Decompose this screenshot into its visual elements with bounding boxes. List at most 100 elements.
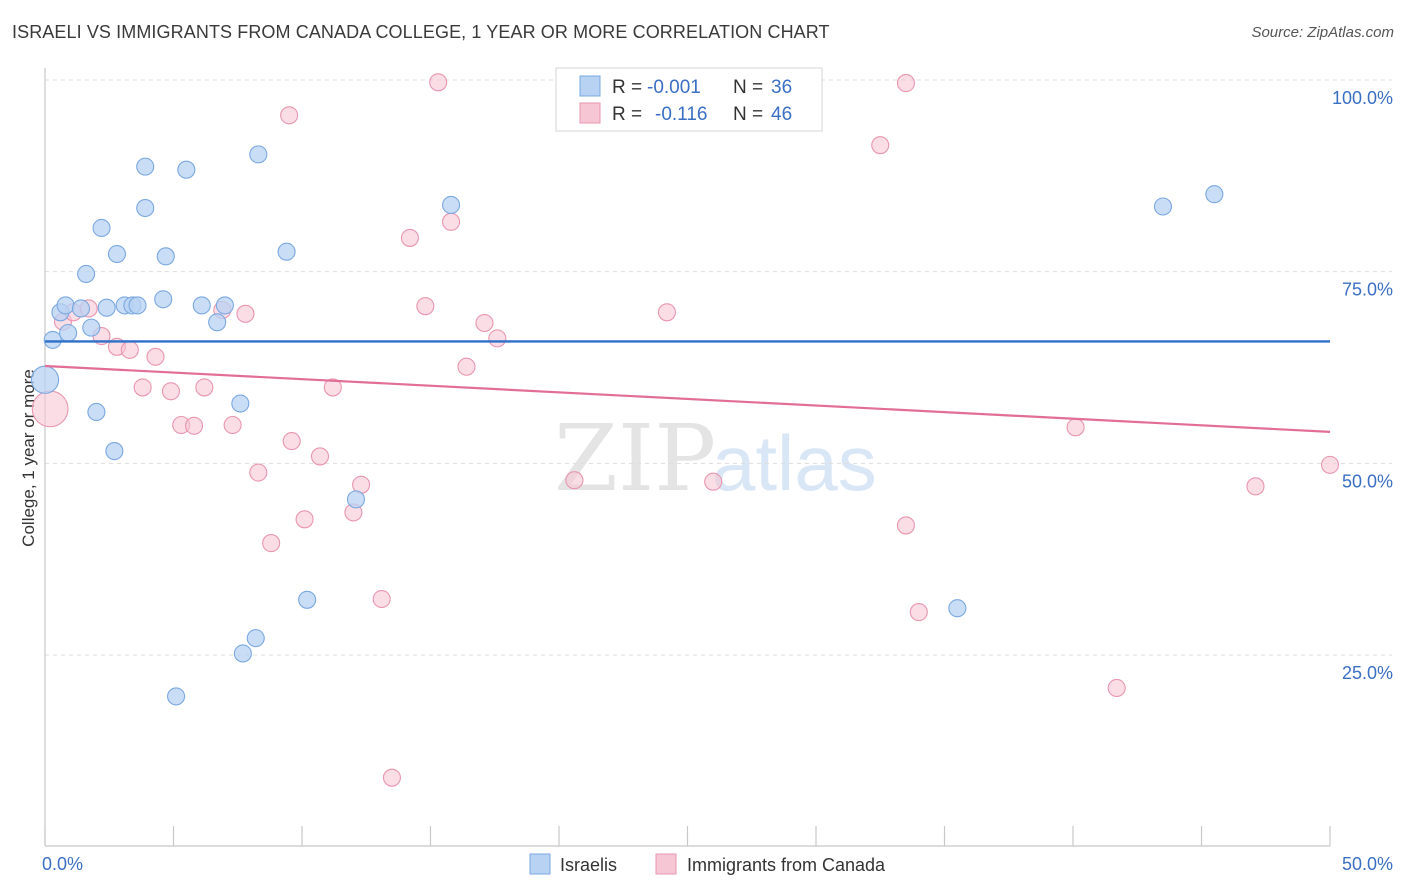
- israelis-point: [82, 318, 101, 337]
- immigrants-from-canada-point: [657, 303, 676, 322]
- immigrants-from-canada-point: [262, 534, 281, 553]
- series-legend-swatch-israelis: [529, 853, 551, 875]
- y-tick-labels: 25.0% 50.0% 75.0% 100.0%: [1332, 88, 1393, 683]
- immigrants-from-canada-point: [223, 415, 242, 435]
- immigrants-from-canada-point: [1107, 678, 1126, 698]
- immigrants-from-canada-point: [442, 212, 461, 231]
- israelis-point: [192, 296, 211, 315]
- israelis-point: [30, 365, 60, 394]
- israelis-point: [298, 590, 317, 609]
- y-tick-label: 75.0%: [1342, 280, 1393, 300]
- immigrants-from-canada-point: [372, 589, 391, 609]
- immigrants-from-canada-point: [1320, 455, 1340, 474]
- israelis-point: [1205, 185, 1224, 204]
- israelis-point: [77, 264, 96, 284]
- immigrants-from-canada-point: [896, 516, 916, 535]
- immigrants-from-canada-point: [475, 313, 494, 333]
- immigrants-from-canada-point: [457, 357, 476, 376]
- immigrants-from-canada-point: [120, 340, 139, 359]
- series-legend-swatch-immigrants: [655, 853, 677, 875]
- legend-r-label-immigrants: R =: [612, 104, 642, 125]
- immigrants-from-canada-point: [295, 510, 314, 529]
- israelis-point: [43, 330, 62, 349]
- israelis-point: [948, 599, 967, 618]
- legend-n-label-israelis: N =: [733, 77, 763, 98]
- chart-title: ISRAELI VS IMMIGRANTS FROM CANADA COLLEG…: [12, 22, 830, 42]
- immigrants-from-canada-point: [704, 472, 723, 491]
- immigrants-from-canada-point: [195, 378, 214, 397]
- immigrants-from-canada-point: [416, 297, 435, 316]
- y-axis-label: College, 1 year or more: [19, 369, 38, 547]
- immigrants-from-canada-point: [565, 471, 584, 490]
- immigrants-from-canada-point: [323, 378, 342, 397]
- immigrants-from-canada-point: [1246, 477, 1265, 496]
- legend-n-value-israelis: 36: [771, 77, 792, 98]
- israelis-point: [87, 402, 106, 422]
- israelis-point: [277, 242, 296, 261]
- israelis-point: [59, 323, 78, 343]
- immigrants-from-canada-point: [280, 106, 299, 125]
- legend-r-value-immigrants: -0.116: [655, 104, 707, 125]
- watermark: ZIP atlas: [554, 405, 877, 512]
- series-israelis-points: [30, 145, 1224, 706]
- immigrants-from-canada-point: [488, 329, 507, 348]
- israelis-point: [92, 218, 111, 238]
- israelis-point: [249, 145, 268, 164]
- gridlines: [45, 79, 1392, 656]
- x-tick-label-min: 0.0%: [42, 854, 83, 874]
- immigrants-from-canada-point: [896, 74, 916, 93]
- israelis-point: [136, 198, 155, 218]
- israelis-point: [156, 247, 175, 266]
- legend-swatch-israelis: [579, 75, 601, 97]
- immigrants-from-canada-point: [382, 768, 402, 787]
- legend-r-value-israelis: -0.001: [647, 77, 701, 98]
- immigrants-from-canada-point: [282, 432, 301, 451]
- immigrants-from-canada-point: [871, 136, 890, 155]
- series-legend-label-immigrants: Immigrants from Canada: [687, 855, 886, 875]
- israelis-point: [154, 290, 173, 309]
- israelis-point: [167, 687, 186, 706]
- israelis-point: [71, 299, 91, 318]
- legend-swatch-immigrants: [579, 102, 601, 124]
- immigrants-from-canada-point: [31, 390, 69, 428]
- israelis-point: [97, 298, 116, 317]
- immigrants-from-canada-point: [161, 382, 180, 401]
- immigrants-from-canada-point: [1066, 418, 1085, 437]
- immigrants-from-canada-trend-line: [44, 364, 1331, 433]
- immigrants-from-canada-point: [133, 378, 152, 397]
- israelis-point: [231, 394, 250, 413]
- immigrants-from-canada-point: [146, 347, 165, 366]
- correlation-legend: R = -0.001 N = 36 R = -0.116 N = 46: [555, 67, 823, 132]
- immigrants-from-canada-point: [249, 463, 268, 482]
- israelis-point: [128, 296, 147, 315]
- watermark-atlas: atlas: [712, 419, 877, 507]
- y-tick-label: 25.0%: [1342, 663, 1393, 683]
- immigrants-from-canada-point: [236, 304, 255, 323]
- legend-n-value-immigrants: 46: [771, 104, 792, 125]
- immigrants-from-canada-point: [429, 73, 448, 92]
- israelis-point: [215, 296, 234, 315]
- israelis-point: [56, 296, 75, 315]
- immigrants-from-canada-point: [400, 228, 419, 247]
- immigrants-from-canada-point: [310, 447, 330, 466]
- israelis-point: [246, 629, 265, 648]
- israelis-point: [1153, 197, 1172, 216]
- series-legend-label-israelis: Israelis: [560, 855, 617, 875]
- legend-r-label-israelis: R =: [612, 77, 642, 98]
- israelis-point: [177, 160, 196, 179]
- israelis-point: [136, 157, 155, 176]
- y-tick-label: 100.0%: [1332, 88, 1393, 108]
- watermark-zip: ZIP: [554, 405, 716, 512]
- israelis-point: [107, 244, 127, 264]
- israelis-point: [105, 442, 124, 461]
- israelis-point: [233, 644, 252, 663]
- source-credit: Source: ZipAtlas.com: [1251, 24, 1394, 41]
- immigrants-from-canada-point: [185, 416, 204, 435]
- israelis-point: [208, 313, 227, 332]
- y-tick-label: 50.0%: [1342, 471, 1393, 491]
- x-tick-label-max: 50.0%: [1342, 854, 1393, 874]
- israelis-point: [442, 195, 461, 215]
- immigrants-from-canada-point: [909, 603, 928, 622]
- x-axis-ticks: [44, 826, 1331, 846]
